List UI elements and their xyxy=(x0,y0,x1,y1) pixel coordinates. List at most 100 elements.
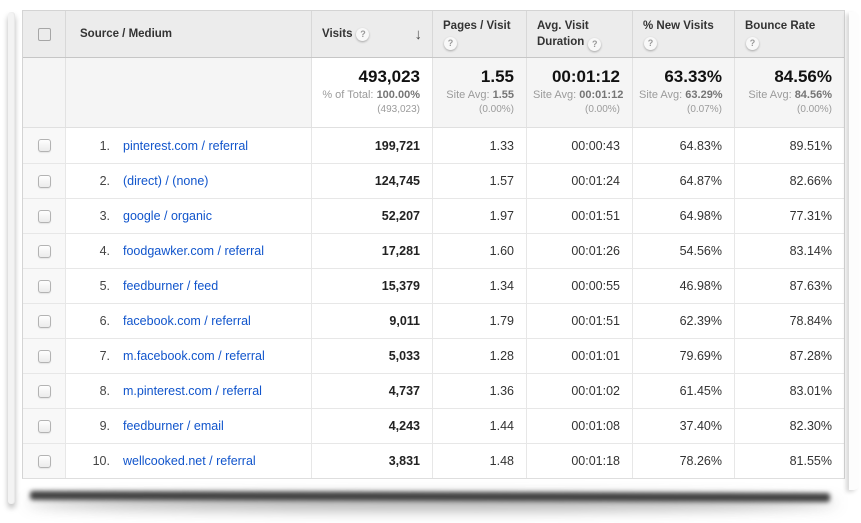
summary-delta: (0.00%) xyxy=(796,104,832,115)
row-checkbox[interactable] xyxy=(37,139,51,152)
row-index: 9. xyxy=(99,419,110,433)
pages-per-visit-cell: 1.44 xyxy=(432,409,526,443)
row-index: 10. xyxy=(92,454,110,468)
column-header-avg-visit-duration[interactable]: Avg. Visit Duration? xyxy=(526,11,632,57)
new-visits-cell: 64.83% xyxy=(632,128,734,163)
bounce-rate-cell: 87.28% xyxy=(734,339,844,373)
summary-new-visits-value: 63.33% xyxy=(664,67,722,86)
help-icon[interactable]: ? xyxy=(588,38,602,51)
column-header-new-visits[interactable]: % New Visits ? xyxy=(632,11,734,57)
source-medium-link[interactable]: pinterest.com / referral xyxy=(123,138,249,153)
bounce-rate-cell: 87.63% xyxy=(734,269,844,303)
visits-cell: 4,737 xyxy=(311,374,432,408)
avg-visit-duration-cell: 00:01:51 xyxy=(526,304,632,338)
source-medium-link[interactable]: feedburner / feed xyxy=(123,279,219,293)
row-check-cell xyxy=(23,128,65,163)
summary-delta: (0.07%) xyxy=(686,104,722,115)
source-cell: 6. facebook.com / referral xyxy=(65,304,311,338)
right-page-edge xyxy=(849,12,859,490)
column-header-source-medium[interactable]: Source / Medium xyxy=(65,11,311,57)
row-checkbox[interactable] xyxy=(37,174,51,188)
row-index: 3. xyxy=(99,209,110,223)
new-visits-cell: 64.87% xyxy=(632,164,734,198)
column-header-visits[interactable]: Visits ? ↓ xyxy=(311,11,432,57)
row-check-cell xyxy=(23,339,65,373)
summary-sub-label: Site Avg: xyxy=(639,89,683,101)
help-icon[interactable]: ? xyxy=(644,37,657,50)
source-medium-link[interactable]: (direct) / (none) xyxy=(123,174,209,188)
sort-desc-icon[interactable]: ↓ xyxy=(414,25,423,43)
row-checkbox[interactable] xyxy=(37,384,51,398)
source-cell: 5. feedburner / feed xyxy=(65,269,311,303)
pages-per-visit-cell: 1.28 xyxy=(432,339,526,373)
row-checkbox[interactable] xyxy=(37,314,51,328)
row-checkbox[interactable] xyxy=(37,244,51,258)
source-medium-link[interactable]: m.facebook.com / referral xyxy=(123,349,265,363)
row-index: 4. xyxy=(99,244,110,258)
report-sheet: Source / Medium Visits ? ↓ Pages / Visit… xyxy=(22,10,845,493)
source-medium-link[interactable]: google / organic xyxy=(123,209,212,223)
pages-per-visit-cell: 1.36 xyxy=(432,374,526,408)
visits-cell: 124,745 xyxy=(311,164,432,198)
bounce-rate-cell: 82.66% xyxy=(734,164,844,198)
summary-sub-label: Site Avg: xyxy=(446,89,490,101)
summary-sub-value: 63.29% xyxy=(685,89,723,101)
source-medium-link[interactable]: wellcooked.net / referral xyxy=(123,454,256,468)
column-label: Pages / Visit xyxy=(443,20,511,32)
pages-per-visit-cell: 1.48 xyxy=(432,444,526,478)
source-medium-link[interactable]: facebook.com / referral xyxy=(123,314,251,328)
summary-bounce-value: 84.56% xyxy=(774,67,832,86)
summary-new-visits-cell: 63.33% Site Avg: 63.29% (0.07%) xyxy=(632,58,734,127)
visits-cell: 3,831 xyxy=(311,444,432,478)
source-medium-link[interactable]: feedburner / email xyxy=(123,419,224,433)
column-label: % New Visits xyxy=(643,20,714,32)
avg-visit-duration-cell: 00:00:43 xyxy=(526,128,632,163)
summary-duration-cell: 00:01:12 Site Avg: 00:01:12 (0.00%) xyxy=(526,58,632,127)
bounce-rate-cell: 83.01% xyxy=(734,374,844,408)
source-medium-table: Source / Medium Visits ? ↓ Pages / Visit… xyxy=(22,10,845,479)
row-check-cell xyxy=(23,409,65,443)
new-visits-cell: 54.56% xyxy=(632,234,734,268)
source-medium-link[interactable]: m.pinterest.com / referral xyxy=(123,384,262,398)
summary-visits-value: 493,023 xyxy=(358,67,420,86)
row-checkbox[interactable] xyxy=(37,279,51,293)
summary-visits-cell: 493,023 % of Total: 100.00% (493,023) xyxy=(311,58,432,127)
source-cell: 4. foodgawker.com / referral xyxy=(65,234,311,268)
avg-visit-duration-cell: 00:01:18 xyxy=(526,444,632,478)
table-row: 2. (direct) / (none) 124,745 1.57 00:01:… xyxy=(23,163,844,198)
column-header-pages-per-visit[interactable]: Pages / Visit ? xyxy=(432,11,526,57)
new-visits-cell: 79.69% xyxy=(632,339,734,373)
bounce-rate-cell: 81.55% xyxy=(734,444,844,478)
row-checkbox[interactable] xyxy=(37,419,51,433)
summary-pages-cell: 1.55 Site Avg: 1.55 (0.00%) xyxy=(432,58,526,127)
visits-cell: 5,033 xyxy=(311,339,432,373)
summary-bounce-cell: 84.56% Site Avg: 84.56% (0.00%) xyxy=(734,58,844,127)
row-checkbox[interactable] xyxy=(37,209,51,223)
row-index: 5. xyxy=(99,279,110,293)
source-medium-link[interactable]: foodgawker.com / referral xyxy=(123,244,265,258)
source-cell: 9. feedburner / email xyxy=(65,409,311,443)
row-checkbox[interactable] xyxy=(37,349,51,363)
help-icon[interactable]: ? xyxy=(356,27,370,41)
table-row: 6. facebook.com / referral 9,011 1.79 00… xyxy=(23,303,844,338)
pages-per-visit-cell: 1.57 xyxy=(432,164,526,198)
table-row: 7. m.facebook.com / referral 5,033 1.28 … xyxy=(23,338,844,373)
table-row: 4. foodgawker.com / referral 17,281 1.60… xyxy=(23,233,844,268)
column-label: Source / Medium xyxy=(80,28,173,40)
select-all-checkbox[interactable] xyxy=(37,27,51,41)
visits-cell: 4,243 xyxy=(311,409,432,443)
avg-visit-duration-cell: 00:01:26 xyxy=(526,234,632,268)
summary-sub-value: 100.00% xyxy=(376,89,420,101)
help-icon[interactable]: ? xyxy=(746,37,759,50)
select-all-cell xyxy=(23,11,65,57)
summary-source-cell xyxy=(65,58,311,127)
table-header-row: Source / Medium Visits ? ↓ Pages / Visit… xyxy=(23,11,844,58)
column-header-bounce-rate[interactable]: Bounce Rate ? xyxy=(734,11,844,57)
source-cell: 3. google / organic xyxy=(65,199,311,233)
pages-per-visit-cell: 1.34 xyxy=(432,269,526,303)
row-checkbox[interactable] xyxy=(37,454,51,468)
column-label: Avg. Visit Duration xyxy=(537,20,589,48)
new-visits-cell: 62.39% xyxy=(632,304,734,338)
row-check-cell xyxy=(23,269,65,303)
help-icon[interactable]: ? xyxy=(444,37,457,50)
